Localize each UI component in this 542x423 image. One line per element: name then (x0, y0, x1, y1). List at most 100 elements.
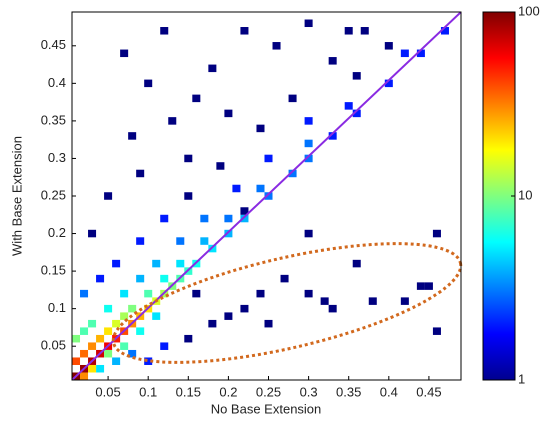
heatmap-cell (304, 19, 313, 28)
heatmap-cell (136, 327, 145, 335)
heatmap-cell (120, 342, 129, 350)
heatmap-cell (96, 364, 105, 373)
heatmap-cell (80, 372, 89, 380)
heatmap-cell (224, 312, 233, 320)
heatmap-cell (256, 124, 265, 133)
heatmap-cell (416, 49, 425, 58)
y-tick-label: 0.05 (41, 338, 66, 353)
heatmap-cell (400, 49, 409, 58)
heatmap-cell (144, 357, 153, 365)
heatmap-cell (320, 297, 329, 305)
x-tick-label: 0.35 (336, 384, 361, 399)
x-tick-label: 0.25 (256, 384, 281, 399)
heatmap-cell (120, 312, 129, 320)
heatmap-cell (160, 214, 169, 223)
heatmap-cell (88, 364, 97, 373)
heatmap-cell (352, 259, 361, 268)
y-tick-label: 0.45 (41, 37, 66, 52)
heatmap-cell (184, 192, 193, 200)
x-axis-label: No Base Extension (211, 401, 322, 416)
heatmap-cell (168, 117, 177, 125)
highlight-ellipse (111, 242, 463, 364)
heatmap-cell (352, 72, 361, 80)
heatmap-cell (328, 57, 337, 65)
heatmap-cell (208, 64, 217, 73)
heatmap-cell (384, 79, 393, 88)
heatmap-cell (88, 319, 97, 328)
heatmap-cell (328, 304, 337, 313)
heatmap-cell (224, 214, 233, 223)
y-tick-label: 0.1 (48, 300, 66, 315)
heatmap-cell (136, 237, 145, 245)
heatmap-cell (304, 229, 313, 238)
heatmap-cell (360, 27, 369, 35)
heatmap-cell (256, 184, 265, 193)
heatmap-cell (264, 319, 273, 328)
heatmap-cell (264, 154, 273, 163)
heatmap-cell (104, 192, 113, 200)
heatmap-cell (176, 237, 185, 245)
heatmap-cell (424, 282, 433, 290)
heatmap-cell (80, 349, 89, 358)
heatmap-cell (128, 304, 137, 313)
y-tick-label: 0.3 (48, 150, 66, 165)
heatmap-cell (304, 117, 313, 125)
heatmap-cell (240, 304, 249, 313)
heatmap-cell (432, 229, 441, 238)
x-tick-label: 0.1 (139, 384, 157, 399)
heatmap-cell (328, 132, 337, 140)
heatmap-cell (352, 109, 361, 118)
heatmap-cell (144, 289, 153, 298)
heatmap-cell (272, 42, 281, 50)
heatmap-cell (232, 184, 241, 193)
y-tick-label: 0.35 (41, 112, 66, 127)
heatmap-cell (88, 342, 97, 350)
heatmap-cell (136, 169, 145, 178)
heatmap-cell (72, 334, 81, 343)
heatmap-cell (256, 289, 265, 298)
heatmap-cell (152, 312, 161, 320)
heatmap-cell (88, 229, 97, 238)
heatmap-cell (176, 259, 185, 268)
heatmap-cell (160, 274, 169, 283)
heatmap-cell (104, 327, 113, 335)
colorbar-tick-label: 100 (518, 3, 540, 18)
heatmap-cell (72, 357, 81, 365)
heatmap-cell (240, 27, 249, 35)
heatmap-cell (120, 49, 129, 58)
colorbar (482, 11, 516, 381)
heatmap-cell (192, 289, 201, 298)
heatmap-cell (128, 132, 137, 140)
heatmap-cell (264, 192, 273, 200)
heatmap-cell (152, 259, 161, 268)
heatmap-cell (184, 154, 193, 163)
heatmap-cell (112, 357, 121, 365)
y-tick-label: 0.15 (41, 263, 66, 278)
heatmap-cell (200, 237, 209, 245)
heatmap-cell (144, 79, 153, 88)
heatmap-cell (104, 304, 113, 313)
x-tick-label: 0.15 (176, 384, 201, 399)
heatmap-cell (112, 259, 121, 268)
x-tick-label: 0.45 (416, 384, 441, 399)
heatmap-cell (304, 289, 313, 298)
heatmap-cell (304, 154, 313, 163)
heatmap-cell (208, 319, 217, 328)
heatmap-cell (288, 94, 297, 103)
y-axis-label: With Base Extension (9, 136, 24, 256)
colorbar-tick-label: 1 (518, 371, 525, 386)
y-tick-label: 0.2 (48, 225, 66, 240)
x-tick-label: 0.2 (219, 384, 237, 399)
diagonal-line (72, 12, 461, 380)
heatmap-cell (120, 289, 129, 298)
heatmap-cell (128, 349, 137, 358)
heatmap-cell (80, 327, 89, 335)
heatmap-cell (400, 297, 409, 305)
heatmap-cell (416, 282, 425, 290)
heatmap-cell (344, 102, 353, 110)
y-tick-label: 0.4 (48, 75, 66, 90)
colorbar-tick-label: 10 (518, 187, 532, 202)
heatmap-cell (304, 139, 313, 148)
heatmap-cell (240, 207, 249, 215)
